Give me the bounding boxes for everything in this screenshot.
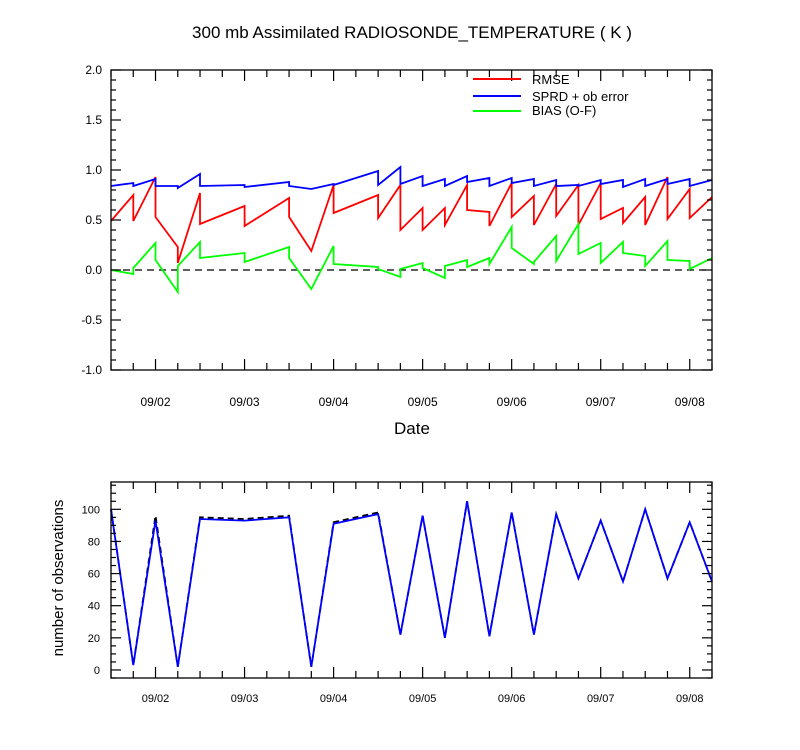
x-tick-label: 09/05	[408, 395, 438, 409]
series-line-sprd-ob-error	[110, 165, 713, 190]
y-tick-label: 100	[82, 504, 100, 516]
top-plot-area	[110, 165, 713, 295]
y-tick-label: 0.5	[85, 213, 102, 227]
series-line-assimilated	[110, 501, 713, 667]
y-tick-label: -1.0	[81, 363, 102, 377]
x-tick-label: 09/03	[231, 693, 259, 705]
y-tick-label: -0.5	[81, 313, 102, 327]
bottom-y-tick-labels: 0 20 40 60 80 100	[82, 504, 100, 677]
top-chart-panel: 300 mb Assimilated RADIOSONDE_TEMPERATUR…	[81, 23, 713, 438]
top-x-tick-labels: 09/02 09/03 09/04 09/05 09/06 09/07 09/08	[141, 395, 706, 409]
y-tick-label: 80	[88, 536, 100, 548]
x-tick-label: 09/06	[497, 395, 527, 409]
top-axis-ticks	[110, 69, 713, 371]
y-tick-label: 20	[88, 633, 100, 645]
y-tick-label: 1.0	[85, 163, 102, 177]
y-tick-label: 2.0	[85, 63, 102, 77]
legend-label-sprd: SPRD + ob error	[532, 89, 629, 104]
bottom-x-tick-labels: 09/02 09/03 09/04 09/05 09/06 09/07 09/08	[142, 693, 704, 705]
bottom-axis-ticks	[110, 482, 713, 679]
y-tick-label: 0.0	[85, 263, 102, 277]
series-line-obs	[110, 501, 713, 667]
x-tick-label: 09/07	[587, 693, 615, 705]
x-tick-label: 09/08	[675, 395, 705, 409]
x-tick-label: 09/04	[319, 395, 349, 409]
x-tick-label: 09/02	[141, 395, 171, 409]
y-tick-label: 1.5	[85, 113, 102, 127]
legend: RMSE SPRD + ob error BIAS (O-F)	[473, 72, 629, 118]
x-tick-label: 09/06	[498, 693, 526, 705]
y-tick-label: 60	[88, 569, 100, 581]
x-tick-label: 09/04	[320, 693, 348, 705]
series-line-rmse	[110, 176, 713, 264]
top-y-tick-labels: -1.0 -0.5 0.0 0.5 1.0 1.5 2.0	[81, 63, 102, 377]
y-tick-label: 40	[88, 601, 100, 613]
x-tick-label: 09/05	[409, 693, 437, 705]
x-axis-label: Date	[394, 419, 430, 438]
x-tick-label: 09/08	[676, 693, 704, 705]
x-tick-label: 09/03	[230, 395, 260, 409]
bottom-plot-frame	[110, 481, 713, 679]
bottom-plot-area	[110, 501, 713, 667]
legend-label-rmse: RMSE	[532, 72, 570, 87]
y-axis-label: number of observations	[50, 500, 67, 657]
chart-title: 300 mb Assimilated RADIOSONDE_TEMPERATUR…	[192, 23, 632, 42]
x-tick-label: 09/07	[586, 395, 616, 409]
legend-label-bias: BIAS (O-F)	[532, 103, 596, 118]
series-line-bias-o-f	[110, 220, 713, 295]
x-tick-label: 09/02	[142, 693, 170, 705]
y-tick-label: 0	[94, 665, 100, 677]
